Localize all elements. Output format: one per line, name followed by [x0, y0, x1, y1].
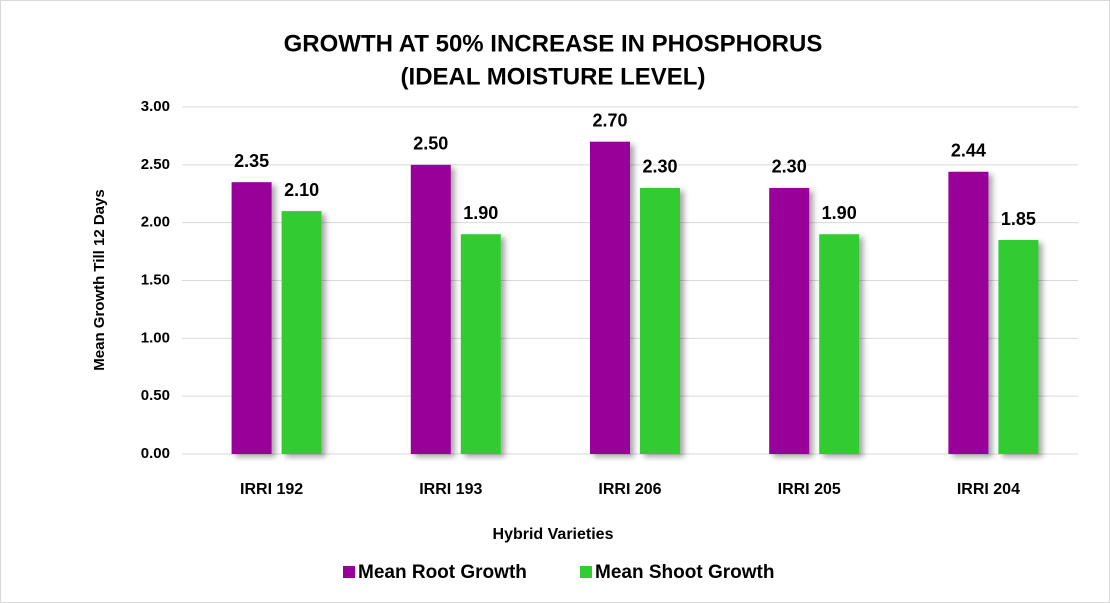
- data-label: 2.30: [772, 157, 807, 177]
- data-label: 1.85: [1001, 209, 1036, 229]
- y-axis-label: Mean Growth Till 12 Days: [91, 189, 108, 370]
- y-tick-label: 0.50: [141, 387, 170, 404]
- data-label: 2.50: [413, 134, 448, 154]
- y-tick-label: 2.50: [141, 156, 170, 173]
- bar: [460, 234, 501, 454]
- data-label: 2.35: [234, 151, 269, 171]
- bar: [640, 187, 680, 454]
- y-tick-label: 1.50: [141, 271, 170, 288]
- bar: [769, 187, 810, 454]
- data-label: 2.44: [951, 141, 986, 161]
- y-tick-label: 1.00: [141, 329, 170, 346]
- data-label: 2.10: [284, 180, 319, 200]
- bar: [410, 164, 451, 455]
- legend-label: Mean Shoot Growth: [595, 562, 774, 583]
- data-label: 1.90: [822, 203, 857, 223]
- y-tick-label: 3.00: [141, 98, 170, 115]
- x-tick-label: IRRI 205: [778, 481, 841, 498]
- bar: [281, 211, 322, 454]
- bar: [948, 171, 989, 455]
- x-tick-label: IRRI 192: [240, 481, 303, 498]
- bar: [819, 234, 860, 454]
- bar: [231, 182, 272, 454]
- x-tick-label: IRRI 193: [419, 481, 482, 498]
- bar: [998, 240, 1039, 454]
- legend-swatch: [343, 566, 355, 578]
- x-axis-label: Hybrid Varieties: [493, 526, 614, 543]
- y-tick-label: 0.00: [141, 445, 170, 462]
- data-label: 2.30: [642, 157, 677, 177]
- y-tick-label: 2.00: [141, 214, 170, 231]
- legend-label: Mean Root Growth: [358, 562, 527, 583]
- bar: [590, 141, 630, 454]
- data-label: 1.90: [463, 203, 498, 223]
- data-label: 2.70: [592, 110, 627, 130]
- chart-title: (IDEAL MOISTURE LEVEL): [401, 63, 706, 90]
- x-tick-label: IRRI 206: [598, 481, 661, 498]
- chart-title: GROWTH AT 50% INCREASE IN PHOSPHORUS: [284, 30, 823, 57]
- legend-swatch: [580, 566, 592, 578]
- x-tick-label: IRRI 204: [957, 481, 1020, 498]
